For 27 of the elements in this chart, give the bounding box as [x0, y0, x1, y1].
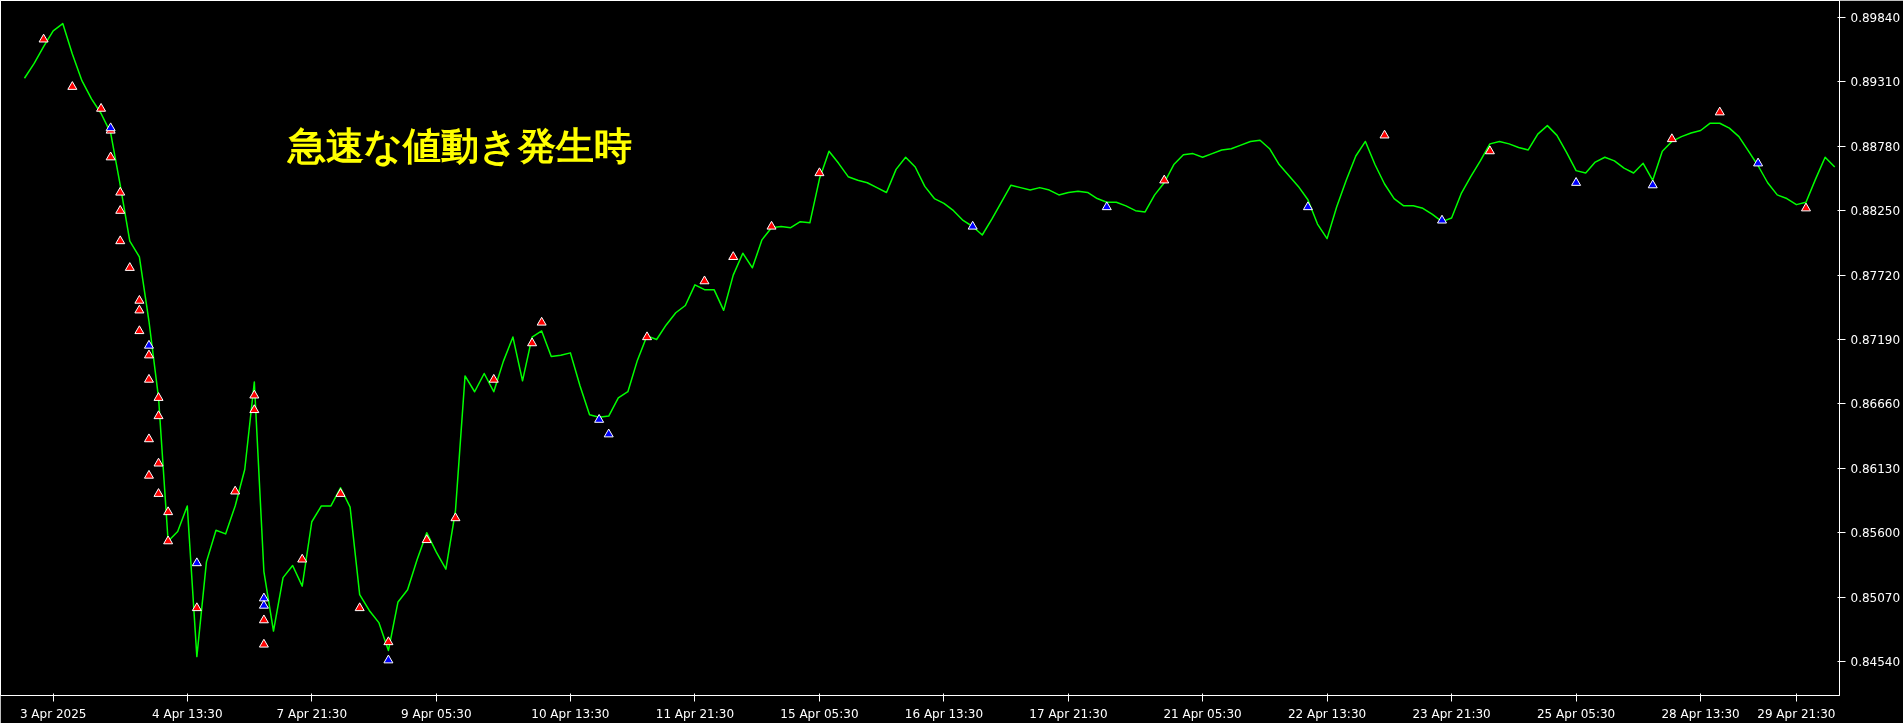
y-tick-label: 0.85600	[1850, 526, 1901, 541]
x-tick-label: 16 Apr 13:30	[904, 706, 984, 721]
x-tick-label: 25 Apr 05:30	[1536, 706, 1616, 721]
x-tick-label: 23 Apr 21:30	[1412, 706, 1491, 721]
y-tick-label: 0.86130	[1850, 461, 1901, 476]
y-tick-label: 0.84540	[1850, 654, 1901, 669]
x-tick-label: 10 Apr 13:30	[531, 706, 610, 721]
x-tick-label: 7 Apr 21:30	[276, 706, 348, 721]
y-tick-label: 0.87720	[1850, 268, 1901, 283]
y-tick-label: 0.88780	[1850, 139, 1901, 154]
y-tick-label: 0.89310	[1850, 75, 1901, 90]
x-tick-label: 22 Apr 13:30	[1287, 706, 1367, 721]
x-tick-label: 28 Apr 13:30	[1661, 706, 1740, 721]
x-tick-label: 4 Apr 13:30	[151, 706, 223, 721]
x-tick-label: 15 Apr 05:30	[780, 706, 859, 721]
y-tick-label: 0.89840	[1850, 11, 1901, 26]
x-tick-label: 21 Apr 05:30	[1163, 706, 1242, 721]
x-tick-label: 11 Apr 21:30	[655, 706, 735, 721]
y-tick-label: 0.85070	[1850, 590, 1901, 605]
x-tick-label: 9 Apr 05:30	[401, 706, 472, 721]
x-tick-label: 3 Apr 2025	[19, 706, 87, 721]
x-tick-label: 29 Apr 21:30	[1757, 706, 1836, 721]
annotation: 急速な値動き発生時	[286, 124, 633, 169]
y-tick-label: 0.87190	[1850, 332, 1901, 347]
x-tick-label: 17 Apr 21:30	[1029, 706, 1108, 721]
y-tick-label: 0.86660	[1850, 397, 1901, 412]
y-tick-label: 0.88250	[1850, 204, 1901, 219]
